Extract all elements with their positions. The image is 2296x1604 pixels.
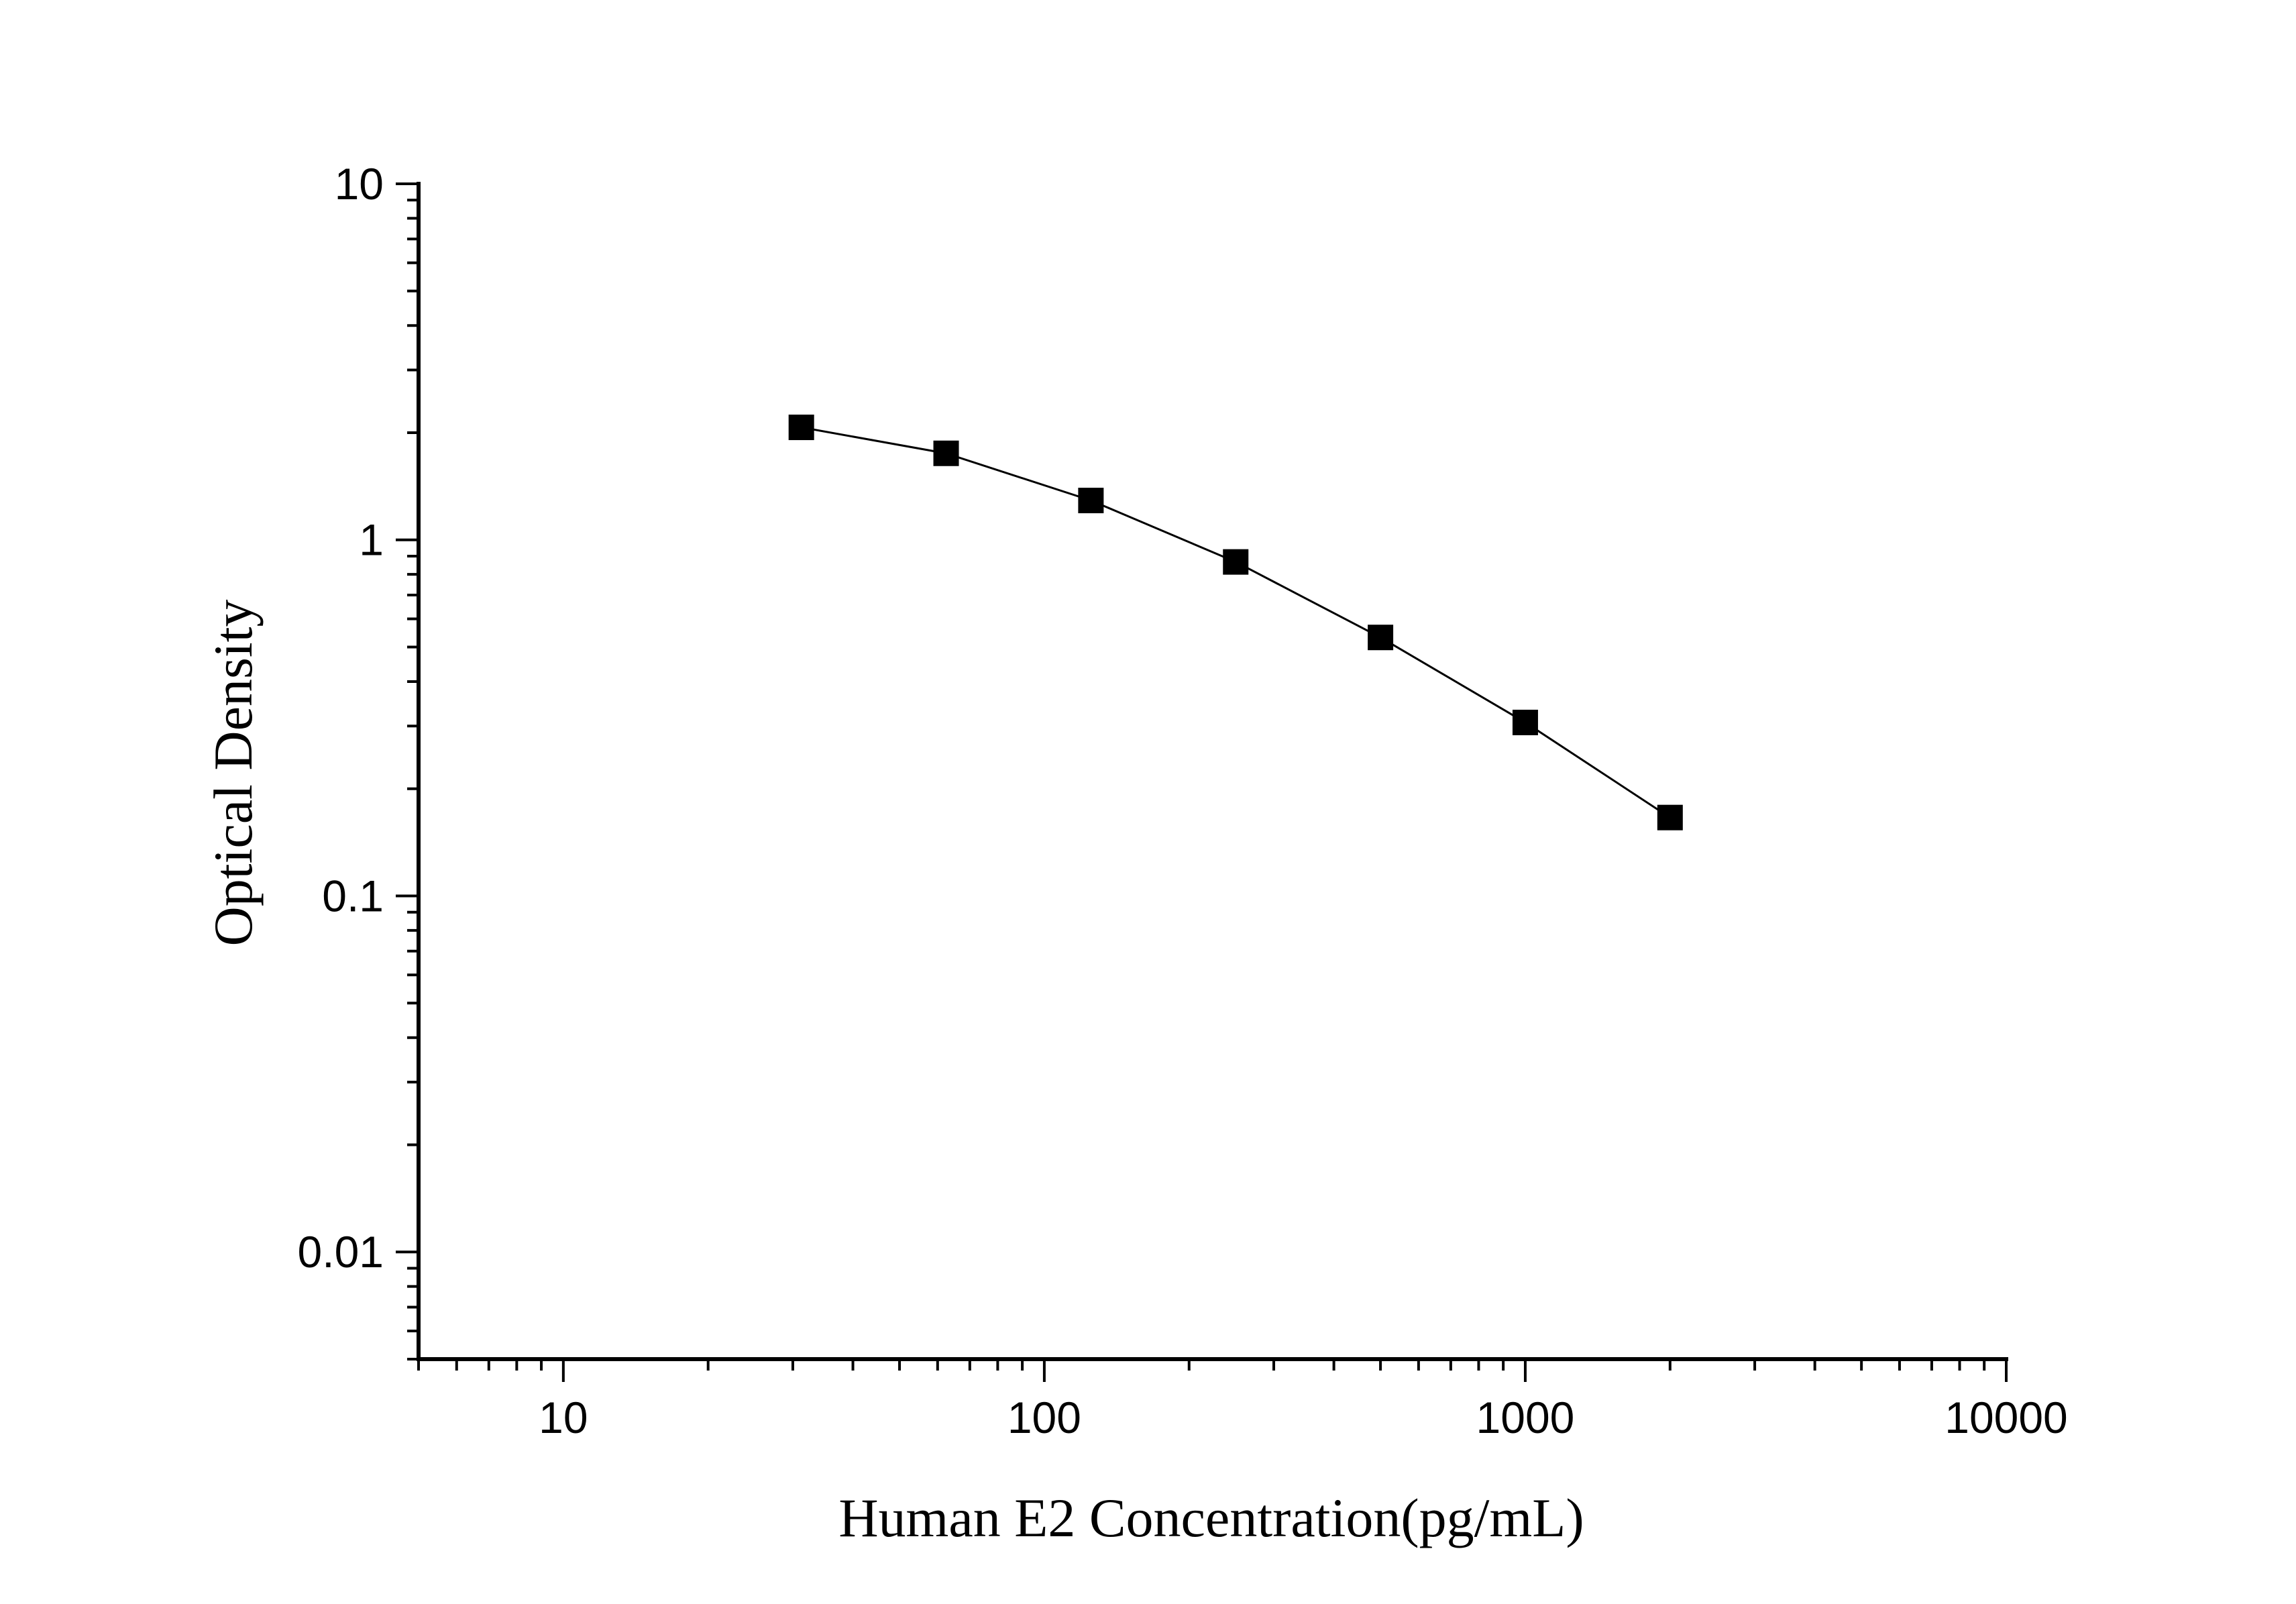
y-tick-label: 0.01 bbox=[298, 1227, 384, 1277]
series-line bbox=[801, 426, 1671, 818]
x-tick-label: 1000 bbox=[1476, 1393, 1575, 1442]
x-axis-title: Human E2 Concentration(pg/mL) bbox=[838, 1487, 1584, 1548]
data-point bbox=[1512, 709, 1538, 735]
data-point bbox=[788, 415, 814, 441]
y-axis-title: Optical Density bbox=[203, 600, 264, 947]
data-point bbox=[1223, 549, 1249, 575]
x-tick-label: 10 bbox=[539, 1393, 588, 1442]
x-tick-label: 100 bbox=[1007, 1393, 1081, 1442]
axis-ticks bbox=[396, 182, 2008, 1382]
data-point bbox=[1657, 804, 1683, 831]
data-point bbox=[1368, 625, 1394, 651]
y-tick-labels: 0.01 0.1 1 10 bbox=[298, 159, 384, 1277]
y-tick-label: 10 bbox=[335, 159, 384, 209]
data-point bbox=[933, 440, 959, 466]
data-point bbox=[1078, 488, 1104, 514]
series-markers bbox=[788, 415, 1683, 831]
y-tick-label: 0.1 bbox=[322, 871, 384, 920]
y-tick-label: 1 bbox=[359, 515, 384, 565]
x-tick-label: 10000 bbox=[1945, 1393, 2068, 1442]
x-tick-labels: 10 100 1000 10000 bbox=[539, 1393, 2068, 1442]
